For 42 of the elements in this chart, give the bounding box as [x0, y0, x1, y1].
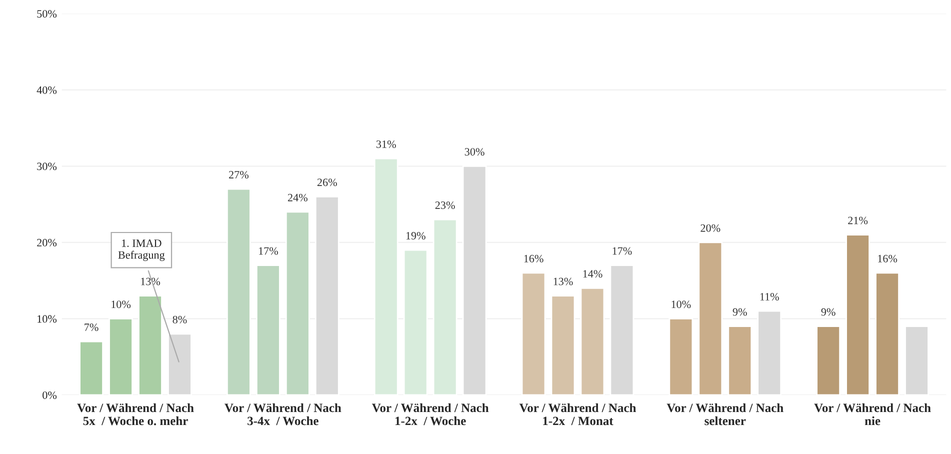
x-tick-label: Vor / Während / Nach 5x / Woche o. mehr — [77, 403, 194, 426]
data-label: 17% — [612, 247, 632, 255]
data-label: 13% — [554, 278, 573, 286]
data-label: 24% — [288, 194, 308, 202]
bar — [462, 165, 487, 395]
bar — [168, 333, 192, 395]
x-tick-label: Vor / Während / Nach 3-4x / Woche — [224, 403, 342, 426]
data-label: 10% — [672, 300, 691, 308]
data-label: 31% — [376, 140, 396, 148]
data-label: 27% — [229, 170, 249, 178]
x-tick-label: Vor / Während / Nach 1-2x / Monat — [519, 403, 636, 426]
data-label: 20% — [700, 224, 720, 232]
data-label: 10% — [112, 300, 131, 308]
bar — [610, 264, 634, 395]
data-label: 9% — [821, 308, 836, 316]
bar — [757, 310, 782, 395]
y-tick-label: 20% — [37, 238, 57, 246]
data-label: 17% — [258, 247, 278, 255]
data-label: 13% — [141, 278, 160, 286]
y-tick-label: 10% — [38, 315, 57, 323]
data-label: 19% — [406, 232, 426, 240]
annotation: 1. IMAD Befragung — [118, 240, 165, 261]
data-label: 7% — [84, 324, 98, 332]
data-label: 30% — [464, 148, 484, 156]
bar — [904, 326, 929, 395]
y-tick-label: 50% — [37, 10, 57, 18]
data-label: 26% — [317, 178, 337, 186]
data-label: 16% — [524, 254, 544, 262]
data-label: 23% — [435, 201, 455, 209]
bar — [314, 196, 340, 395]
x-tick-label: Vor / Während / Nach 1-2x / Woche — [372, 403, 489, 426]
y-tick-label: 40% — [36, 86, 57, 94]
data-label: 14% — [583, 270, 602, 278]
data-label: 21% — [848, 216, 868, 224]
x-tick-label: Vor / Während / Nach nie — [814, 403, 931, 426]
data-label: 16% — [878, 254, 898, 262]
data-label: 11% — [760, 292, 779, 301]
x-tick-label: Vor / Während / Nach seltener — [666, 403, 784, 426]
data-label: 8% — [172, 316, 187, 324]
data-label: 9% — [732, 308, 747, 316]
y-tick-label: 30% — [37, 162, 57, 170]
y-tick-label: 0% — [42, 391, 57, 399]
